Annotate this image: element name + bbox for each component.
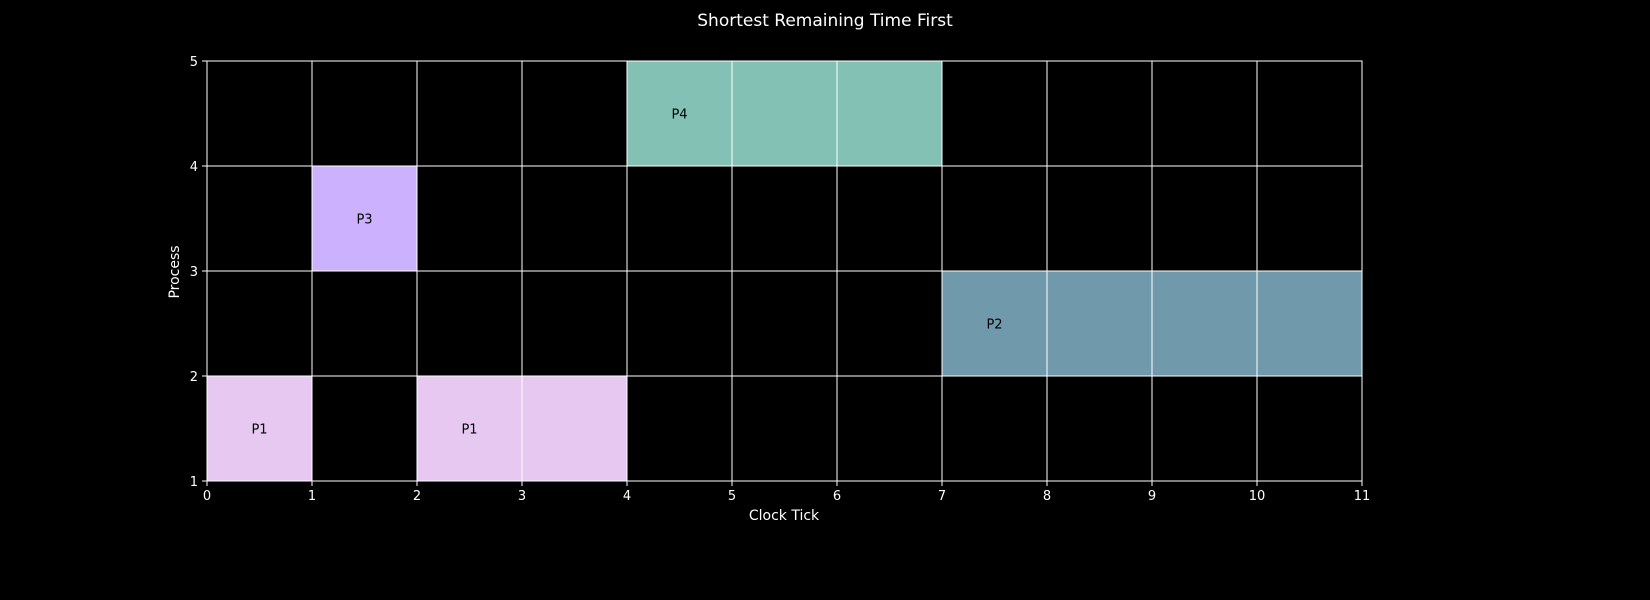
x-tick-label: 6 — [833, 489, 841, 504]
y-tick-label: 5 — [190, 55, 198, 70]
y-axis-label: Process — [167, 245, 183, 298]
bar-label-p2-4: P2 — [986, 318, 1002, 333]
bar-p3-1 — [312, 166, 417, 271]
y-tick-label: 4 — [190, 160, 198, 175]
x-tick-label: 1 — [308, 489, 316, 504]
chart-title: Shortest Remaining Time First — [697, 11, 953, 31]
bar-label-p4-3: P4 — [671, 108, 687, 123]
bar-label-p3-1: P3 — [356, 213, 372, 228]
x-tick-label: 9 — [1148, 489, 1156, 504]
x-tick-label: 8 — [1043, 489, 1051, 504]
bar-labels-layer: P1 P3 P1 P4 P2 — [251, 108, 1002, 438]
x-tick-label: 11 — [1354, 489, 1371, 504]
x-tick-label: 4 — [623, 489, 631, 504]
bar-label-p1-2: P1 — [461, 423, 477, 438]
x-tick-label: 10 — [1249, 489, 1266, 504]
bar-p4-3 — [627, 61, 942, 166]
bar-label-p1-0: P1 — [251, 423, 267, 438]
y-tick-label: 1 — [190, 475, 198, 490]
x-tick-label: 5 — [728, 489, 736, 504]
x-tick-label: 0 — [203, 489, 211, 504]
y-tick-label: 2 — [190, 370, 198, 385]
x-tick-label: 7 — [938, 489, 946, 504]
bar-p1-0 — [207, 376, 312, 481]
x-tick-label: 2 — [413, 489, 421, 504]
x-tick-label: 3 — [518, 489, 526, 504]
x-axis-label: Clock Tick — [749, 508, 820, 524]
y-tick-label: 3 — [190, 265, 198, 280]
